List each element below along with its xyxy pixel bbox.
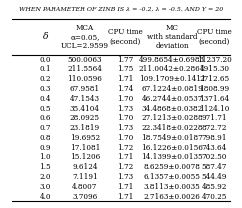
Text: 470.25: 470.25 — [202, 193, 227, 201]
Text: 3.0: 3.0 — [40, 183, 51, 191]
Text: 798.91: 798.91 — [202, 134, 227, 142]
Text: 9.6124: 9.6124 — [72, 163, 98, 171]
Text: 1.74: 1.74 — [117, 85, 134, 93]
Text: CPU time
(second): CPU time (second) — [108, 28, 143, 45]
Text: 19.6952: 19.6952 — [70, 134, 100, 142]
Text: 211.0042±0.2861: 211.0042±0.2861 — [139, 66, 205, 73]
Text: 1.70: 1.70 — [117, 134, 134, 142]
Text: 14.1399±0.0135: 14.1399±0.0135 — [141, 154, 203, 161]
Text: 0.1: 0.1 — [39, 66, 51, 73]
Text: 47.1543: 47.1543 — [70, 95, 100, 103]
Text: 1.70: 1.70 — [117, 114, 134, 122]
Text: 0.6: 0.6 — [40, 114, 51, 122]
Text: 1.73: 1.73 — [117, 173, 134, 181]
Text: 8.6259±0.0078: 8.6259±0.0078 — [144, 163, 201, 171]
Text: 1.72: 1.72 — [117, 163, 134, 171]
Text: 22.3418±0.0228: 22.3418±0.0228 — [141, 124, 203, 132]
Text: WHEN PARAMETER OF ZINB IS λ = -0.2, λ = -0.5, AND Y = 20: WHEN PARAMETER OF ZINB IS λ = -0.2, λ = … — [19, 6, 223, 11]
Text: MC
with standard
deviation: MC with standard deviation — [147, 24, 197, 50]
Text: 28.0925: 28.0925 — [70, 114, 100, 122]
Text: 18.7549±0.0187: 18.7549±0.0187 — [141, 134, 203, 142]
Text: 872.72: 872.72 — [202, 124, 227, 132]
Text: 1.71: 1.71 — [117, 193, 134, 201]
Text: 11237.20: 11237.20 — [197, 56, 232, 64]
Text: 499.8654±0.6983: 499.8654±0.6983 — [139, 56, 205, 64]
Text: 17.1081: 17.1081 — [70, 144, 100, 152]
Text: 67.9581: 67.9581 — [70, 85, 100, 93]
Text: 4915.30: 4915.30 — [199, 66, 229, 73]
Text: 35.4104: 35.4104 — [70, 105, 100, 113]
Text: δ: δ — [43, 32, 48, 41]
Text: 2712.65: 2712.65 — [199, 75, 229, 83]
Text: 1.71: 1.71 — [117, 183, 134, 191]
Text: 6.1357±0.0055: 6.1357±0.0055 — [144, 173, 201, 181]
Text: 7.1191: 7.1191 — [72, 173, 98, 181]
Text: 587.47: 587.47 — [202, 163, 227, 171]
Text: 971.71: 971.71 — [202, 114, 227, 122]
Text: 1.0: 1.0 — [39, 154, 51, 161]
Text: 0.7: 0.7 — [40, 124, 51, 132]
Text: 0.5: 0.5 — [40, 105, 51, 113]
Text: 1.72: 1.72 — [117, 144, 134, 152]
Text: 485.92: 485.92 — [202, 183, 227, 191]
Text: MCA
α=0.05,
UCL=2.9599: MCA α=0.05, UCL=2.9599 — [61, 24, 109, 50]
Text: 3.7096: 3.7096 — [72, 193, 98, 201]
Text: 743.64: 743.64 — [202, 144, 227, 152]
Text: 0.0: 0.0 — [40, 56, 51, 64]
Text: 16.1226±0.0156: 16.1226±0.0156 — [141, 144, 203, 152]
Text: 1808.99: 1808.99 — [199, 85, 229, 93]
Text: 1.70: 1.70 — [117, 95, 134, 103]
Text: 702.50: 702.50 — [202, 154, 227, 161]
Text: 2.0: 2.0 — [40, 173, 51, 181]
Text: 1124.10: 1124.10 — [199, 105, 230, 113]
Text: 544.49: 544.49 — [202, 173, 227, 181]
Text: 0.9: 0.9 — [40, 144, 51, 152]
Text: 0.3: 0.3 — [40, 85, 51, 93]
Text: 4.8007: 4.8007 — [72, 183, 98, 191]
Text: 0.4: 0.4 — [40, 95, 51, 103]
Text: 211.5564: 211.5564 — [68, 66, 102, 73]
Text: 0.8: 0.8 — [40, 134, 51, 142]
Text: 1.75: 1.75 — [117, 66, 134, 73]
Text: 1371.64: 1371.64 — [199, 95, 229, 103]
Text: 0.2: 0.2 — [40, 75, 51, 83]
Text: 23.1819: 23.1819 — [70, 124, 100, 132]
Text: 4.0: 4.0 — [40, 193, 51, 201]
Text: 1.77: 1.77 — [117, 56, 134, 64]
Text: 46.2744±0.0537: 46.2744±0.0537 — [142, 95, 203, 103]
Text: CPU time
(second): CPU time (second) — [197, 28, 232, 45]
Text: 110.0596: 110.0596 — [68, 75, 102, 83]
Text: 2.7163±0.0026: 2.7163±0.0026 — [144, 193, 201, 201]
Text: 3.8113±0.0035: 3.8113±0.0035 — [144, 183, 201, 191]
Text: 1.73: 1.73 — [117, 124, 134, 132]
Text: 27.1213±0.0288: 27.1213±0.0288 — [141, 114, 203, 122]
Text: 500.0063: 500.0063 — [68, 56, 102, 64]
Text: 1.5: 1.5 — [39, 163, 51, 171]
Text: 15.1206: 15.1206 — [70, 154, 100, 161]
Text: 34.4868±0.0382: 34.4868±0.0382 — [142, 105, 203, 113]
Text: 109.1709±0.1411: 109.1709±0.1411 — [139, 75, 205, 83]
Text: 1.71: 1.71 — [117, 75, 134, 83]
Text: 67.1224±0.0819: 67.1224±0.0819 — [141, 85, 203, 93]
Text: 1.73: 1.73 — [117, 105, 134, 113]
Text: 1.71: 1.71 — [117, 154, 134, 161]
